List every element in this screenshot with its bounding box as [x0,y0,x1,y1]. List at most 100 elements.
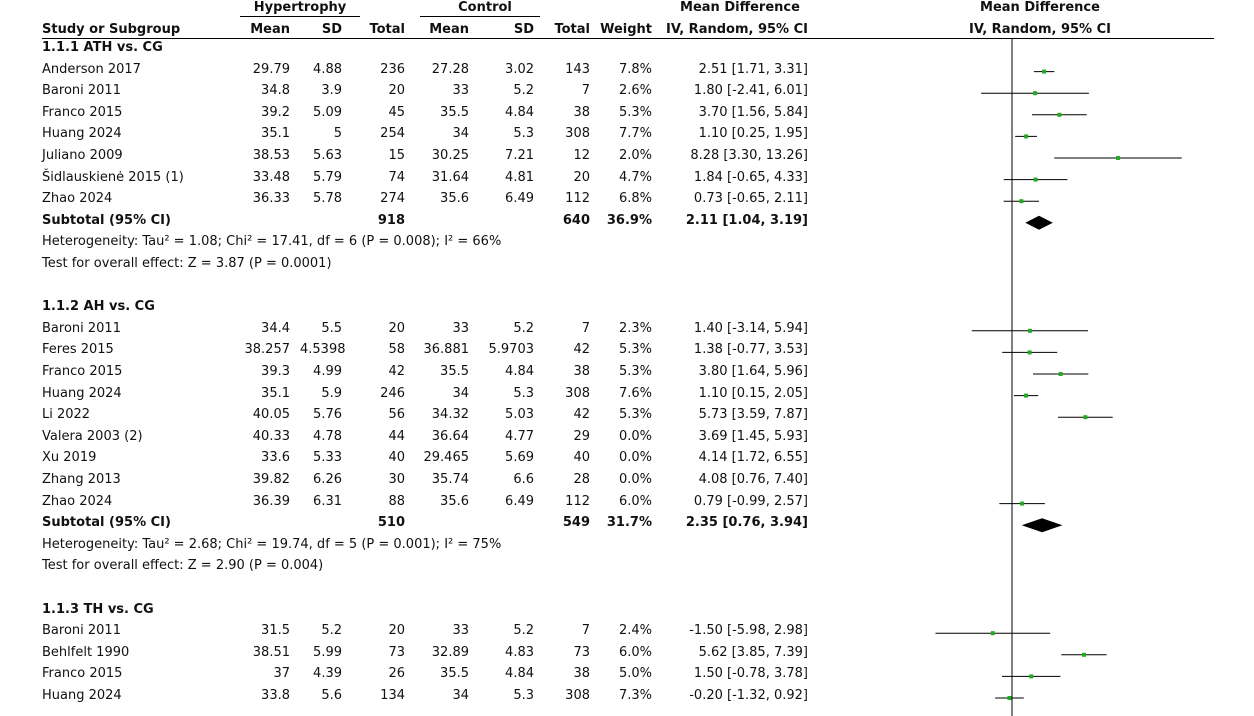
point-estimate-square [1058,372,1063,376]
study-n1-cell: 44 [388,428,405,444]
subtotal-ci: 2.35 [0.76, 3.94] [685,515,808,531]
study-s2-cell: 6.6 [513,472,534,487]
md-ci-header: IV, Random, 95% CI [666,22,808,37]
sd-c-header: SD [513,22,534,37]
subtotal-n2: 549 [562,515,590,531]
study-n1-cell: 254 [380,126,405,142]
study-w-cell: 0.0% [618,450,652,466]
study-name-cell: Zhao 2024 [42,191,113,207]
study-m2-cell: 36.881 [423,342,470,358]
study-name-cell: Zhang 2013 [42,472,121,487]
point-estimate-square [1027,350,1032,355]
study-name-cell: Juliano 2009 [42,148,123,163]
study-ci-cell: 1.10 [0.25, 1.95] [698,126,808,142]
study-m1-cell: 38.257 [244,342,291,358]
overall-effect-text: Test for overall effect: Z = 2.90 (P = 0… [42,558,324,574]
study-n1-cell: 246 [380,385,405,401]
study-m2-cell: 31.64 [431,169,469,185]
study-n1-cell: 20 [388,623,405,639]
study-n2-cell: 112 [565,493,590,509]
mean-c-header: Mean [429,22,469,37]
study-w-cell: 7.3% [618,688,652,703]
sd-e-header: SD [321,22,342,37]
study-s1-cell: 5.6 [321,688,342,703]
study-m1-cell: 29.79 [252,61,290,77]
study-m1-cell: 34.4 [261,320,290,336]
study-column-header: Study or Subgroup [42,22,181,37]
study-name-cell: Franco 2015 [42,364,123,379]
study-w-cell: 0.0% [618,428,652,444]
point-estimate-square [1042,69,1047,74]
study-n2-cell: 28 [573,472,590,487]
study-n2-cell: 308 [565,688,590,703]
study-m1-cell: 31.5 [261,623,290,639]
study-w-cell: 7.6% [618,385,652,401]
study-n1-cell: 274 [380,191,405,207]
study-n2-cell: 42 [573,407,590,423]
study-s1-cell: 4.78 [313,428,342,444]
subgroup-title: 1.1.3 TH vs. CG [42,601,154,617]
study-n1-cell: 236 [380,61,405,77]
heterogeneity-text: Heterogeneity: Tau² = 2.68; Chi² = 19.74… [42,536,502,552]
study-name-cell: Huang 2024 [42,688,122,703]
study-ci-cell: 3.70 [1.56, 5.84] [698,104,808,120]
total-c-header: Total [554,22,590,37]
point-estimate-square [990,631,995,636]
study-w-cell: 7.8% [618,61,652,77]
study-m2-cell: 35.5 [440,364,469,379]
control-group-header: Control [458,0,512,15]
study-w-cell: 2.0% [618,148,652,163]
study-n1-cell: 20 [388,320,405,336]
study-m2-cell: 35.74 [431,472,469,487]
study-n2-cell: 40 [573,450,590,466]
mean-difference-header: Mean Difference [680,0,800,15]
hypertrophy-group-header: Hypertrophy [253,0,347,15]
study-s2-cell: 5.3 [513,126,534,142]
study-name-cell: Huang 2024 [42,385,122,401]
study-s1-cell: 5.33 [313,450,342,466]
study-w-cell: 2.4% [618,623,652,639]
total-e-header: Total [369,22,405,37]
study-s2-cell: 5.03 [505,407,534,423]
study-n1-cell: 134 [380,688,405,703]
pooled-diamond [1021,518,1063,533]
point-estimate-square [1029,674,1034,679]
study-n1-cell: 58 [388,342,405,358]
plot-ci-header: IV, Random, 95% CI [969,22,1111,37]
study-s1-cell: 4.99 [313,364,342,379]
point-estimate-square [1020,501,1025,506]
study-s2-cell: 5.9703 [488,342,535,358]
study-name-cell: Xu 2019 [42,450,97,466]
study-ci-cell: -1.50 [-5.98, 2.98] [689,623,808,639]
study-name-cell: Behlfelt 1990 [42,644,130,660]
study-name-cell: Huang 2024 [42,126,122,142]
study-s2-cell: 4.84 [505,364,534,379]
study-m2-cell: 27.28 [431,61,469,77]
study-n1-cell: 26 [388,666,405,682]
study-n1-cell: 45 [388,104,405,120]
study-ci-cell: 1.40 [-3.14, 5.94] [693,320,808,336]
study-m1-cell: 33.8 [261,688,290,703]
study-n2-cell: 38 [573,666,590,682]
study-name-cell: Šidlauskienė 2015 (1) [42,169,184,185]
control-underline [420,16,540,17]
study-m1-cell: 39.82 [252,472,290,487]
study-w-cell: 4.7% [618,169,652,185]
study-m2-cell: 33 [452,83,469,99]
study-s2-cell: 5.2 [513,623,534,639]
study-m1-cell: 39.2 [261,104,290,120]
study-ci-cell: 1.38 [-0.77, 3.53] [693,342,808,358]
point-estimate-square [1081,652,1086,657]
study-m2-cell: 35.5 [440,104,469,120]
study-s1-cell: 5.2 [321,623,342,639]
study-n1-cell: 40 [388,450,405,466]
study-s2-cell: 5.69 [505,450,534,466]
study-m2-cell: 32.89 [431,644,469,660]
study-name-cell: Valera 2003 (2) [42,428,143,444]
study-w-cell: 5.0% [618,666,652,682]
study-m1-cell: 38.51 [252,644,290,660]
study-s1-cell: 5.99 [313,644,342,660]
study-w-cell: 0.0% [618,472,652,487]
study-m1-cell: 35.1 [261,126,290,142]
subtotal-label: Subtotal (95% CI) [42,515,171,531]
